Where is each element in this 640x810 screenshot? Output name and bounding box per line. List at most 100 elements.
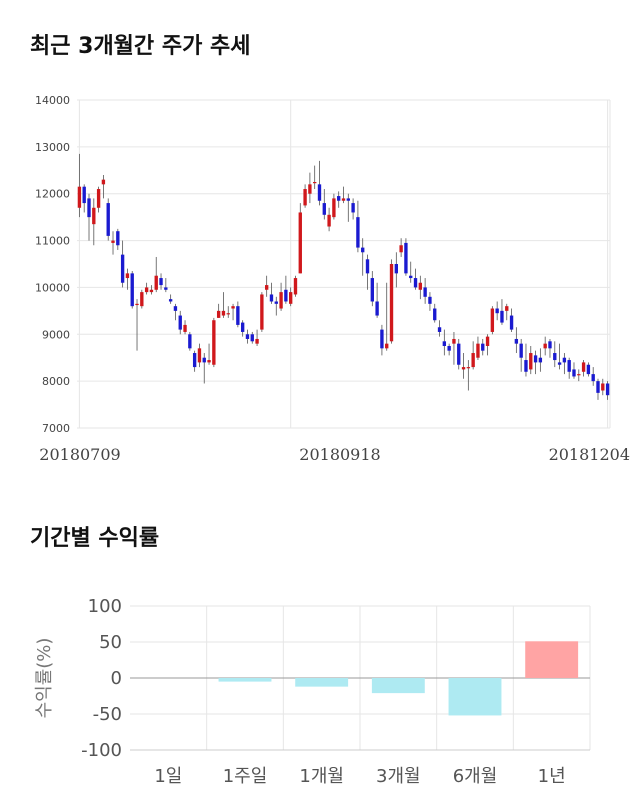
candle <box>428 292 432 311</box>
candle <box>577 369 581 382</box>
candle-body <box>538 357 543 363</box>
candle <box>394 252 399 288</box>
candle-body <box>322 203 326 215</box>
candle <box>399 238 403 257</box>
candle <box>567 357 571 379</box>
candle-body <box>101 179 106 185</box>
candle <box>92 198 96 246</box>
candle-body <box>260 294 264 330</box>
candle-body <box>188 334 192 349</box>
y-tick-label: 8000 <box>42 375 70 388</box>
candle-body <box>274 301 278 304</box>
candle-body <box>567 360 571 372</box>
candle-body <box>231 306 235 309</box>
candle <box>476 336 480 361</box>
candle-body <box>269 294 274 302</box>
candle-body <box>476 343 480 358</box>
candle <box>461 353 466 379</box>
candle <box>447 343 451 356</box>
candle <box>442 329 447 356</box>
candle <box>418 275 423 300</box>
candle <box>361 238 365 276</box>
candle <box>216 303 221 318</box>
candle <box>490 306 495 335</box>
returns-title: 기간별 수익률 <box>30 526 160 551</box>
candle-body <box>572 369 576 377</box>
candle-body <box>125 273 130 279</box>
candle-body <box>447 346 451 351</box>
candle-body <box>519 343 523 358</box>
candle <box>514 327 519 354</box>
x-tick-label: 20180709 <box>39 445 120 464</box>
candle-body <box>216 310 221 318</box>
candle-body <box>82 186 86 204</box>
candle-body <box>442 341 447 346</box>
candle <box>188 331 192 351</box>
candle-body <box>317 184 322 201</box>
candle-body <box>240 322 245 332</box>
candle <box>404 238 408 276</box>
candle <box>130 271 134 309</box>
candle <box>279 282 283 311</box>
candle <box>192 350 197 372</box>
candle-body <box>562 357 567 363</box>
candle-body <box>389 264 394 342</box>
candle <box>437 320 442 337</box>
y-tick-label: 100 <box>88 596 122 617</box>
y-tick-label: -100 <box>81 740 122 761</box>
return-bar <box>295 678 349 687</box>
candle <box>87 193 91 241</box>
candle <box>116 228 120 250</box>
x-tick-label: 1일 <box>154 766 182 787</box>
candle-body <box>111 240 115 243</box>
candle-body <box>140 292 144 307</box>
candle-body <box>221 310 226 316</box>
candle <box>212 317 216 368</box>
candle-body <box>605 383 610 396</box>
y-tick-label: 0 <box>111 668 122 689</box>
candle <box>269 282 274 304</box>
candle <box>385 282 389 351</box>
candle-body <box>457 343 461 365</box>
candle <box>77 153 82 218</box>
candle <box>524 343 528 377</box>
x-tick-label: 1개월 <box>299 766 344 787</box>
candle <box>457 338 461 370</box>
candle-body <box>313 182 317 184</box>
candle-body <box>164 287 168 290</box>
candle <box>313 165 317 190</box>
candle-body <box>279 292 283 309</box>
candle <box>452 331 456 365</box>
candle <box>221 292 226 318</box>
candle <box>159 273 163 290</box>
y-tick-label: 50 <box>99 632 122 653</box>
candle-body <box>596 381 600 393</box>
candle-body <box>226 313 230 315</box>
candle <box>322 189 326 220</box>
candle-body <box>409 275 413 279</box>
candle-body <box>380 329 384 349</box>
candle-body <box>341 198 346 201</box>
candle-body <box>327 214 331 227</box>
candle-body <box>399 245 403 253</box>
candle-body <box>303 189 307 206</box>
y-axis-label: 수익률(%) <box>34 638 55 719</box>
candle <box>164 278 168 293</box>
candle <box>264 275 269 297</box>
candle <box>591 367 595 386</box>
x-tick-label: 3개월 <box>376 766 421 787</box>
y-tick-label: 10000 <box>35 281 70 294</box>
candle <box>605 381 610 400</box>
candle-body <box>404 242 408 274</box>
candle-body <box>183 324 187 332</box>
candle <box>538 348 543 372</box>
candle <box>284 275 288 304</box>
candle <box>485 334 490 356</box>
candle <box>106 198 110 241</box>
candle <box>481 338 485 356</box>
candle <box>288 287 293 307</box>
candle-body <box>202 357 206 363</box>
candle-body <box>135 303 139 306</box>
candle <box>125 268 130 290</box>
candle <box>365 254 370 290</box>
